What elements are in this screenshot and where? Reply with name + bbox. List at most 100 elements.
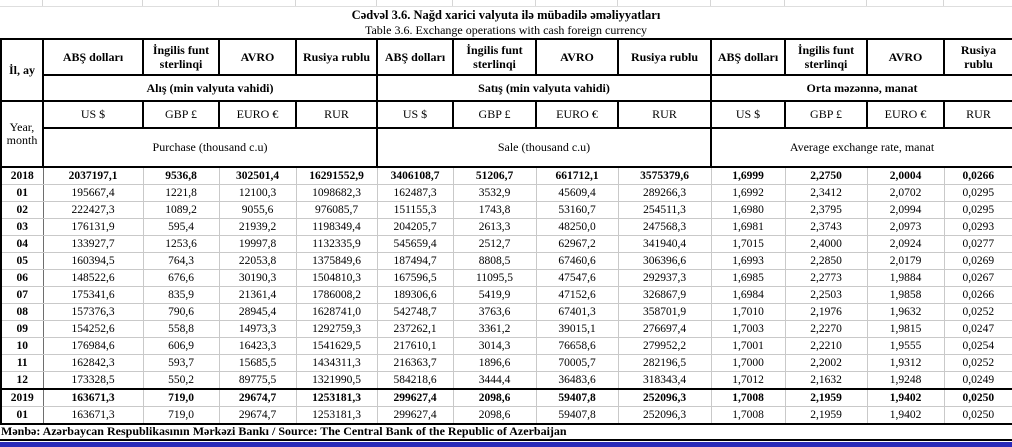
value-cell: 9055,6 — [218, 201, 297, 219]
col-header-eur-sale: AVRO — [535, 38, 619, 76]
code-gbp-purchase: GBP £ — [142, 100, 220, 129]
value-cell: 8808,5 — [452, 252, 537, 270]
row-label: 06 — [0, 269, 44, 287]
section-header-rate-az: Orta məzənnə, manat — [710, 74, 1012, 102]
value-cell: 0,0250 — [943, 406, 1012, 425]
value-cell: 1,7015 — [710, 235, 786, 253]
value-cell: 252096,3 — [617, 406, 712, 425]
col-header-usd-rate: ABŞ dolları — [710, 38, 786, 76]
value-cell: 1,6985 — [710, 269, 786, 287]
value-cell: 3532,9 — [452, 184, 537, 202]
table-row: 09 154252,6 558,8 14973,3 1292759,3 237262,1 3… — [0, 320, 1012, 338]
value-cell: 162487,3 — [376, 184, 454, 202]
table-header: İl, ay ABŞ dolları İngilis funt sterlinq… — [0, 38, 1012, 168]
value-cell: 0,0254 — [943, 337, 1012, 355]
section-header-purchase-az: Alış (min valyuta vahidi) — [42, 74, 378, 102]
section-header-purchase-en: Purchase (thousand c.u) — [42, 127, 378, 168]
value-cell: 176984,6 — [42, 337, 144, 355]
value-cell: 2,0179 — [866, 252, 945, 270]
value-cell: 606,9 — [142, 337, 220, 355]
row-label: 02 — [0, 201, 44, 219]
value-cell: 167596,5 — [376, 269, 454, 287]
value-cell: 12100,3 — [218, 184, 297, 202]
value-cell: 341940,4 — [617, 235, 712, 253]
value-cell: 0,0266 — [943, 286, 1012, 304]
value-cell: 1,7008 — [710, 406, 786, 425]
value-cell: 661712,1 — [535, 166, 619, 185]
value-cell: 2,0924 — [866, 235, 945, 253]
value-cell: 764,3 — [142, 252, 220, 270]
table-title-az: Cədvəl 3.6. Nağd xarici valyuta ilə müba… — [351, 8, 661, 22]
value-cell: 21939,2 — [218, 218, 297, 236]
value-cell: 1,7001 — [710, 337, 786, 355]
table-row: 07 175341,6 835,9 21361,4 1786008,2 189306,6 5… — [0, 286, 1012, 304]
spreadsheet-gridline-strip — [0, 0, 1012, 7]
value-cell: 47152,6 — [535, 286, 619, 304]
value-cell: 28945,4 — [218, 303, 297, 321]
value-cell: 53160,7 — [535, 201, 619, 219]
value-cell: 176131,9 — [42, 218, 144, 236]
row-label-header-az: İl, ay — [0, 38, 44, 102]
value-cell: 59407,8 — [535, 406, 619, 425]
header-row-currency-az: İl, ay ABŞ dolları İngilis funt sterlinq… — [0, 38, 1012, 102]
value-cell: 0,0247 — [943, 320, 1012, 338]
value-cell: 45609,4 — [535, 184, 619, 202]
table-row: 05 160394,5 764,3 22053,8 1375849,6 187494,7 8… — [0, 252, 1012, 270]
value-cell: 1,9248 — [866, 371, 945, 390]
value-cell: 67460,6 — [535, 252, 619, 270]
code-eur-sale: EURO € — [535, 100, 619, 129]
value-cell: 790,6 — [142, 303, 220, 321]
value-cell: 2613,3 — [452, 218, 537, 236]
value-cell: 29674,7 — [218, 388, 297, 407]
table-body: 2018 2037197,1 9536,8 302501,4 16291552,9 340… — [0, 166, 1012, 425]
value-cell: 1253181,3 — [295, 388, 378, 407]
code-gbp-rate: GBP £ — [784, 100, 868, 129]
header-row-section-az: Alış (min valyuta vahidi) Satış (min val… — [1, 74, 1012, 102]
value-cell: 1089,2 — [142, 201, 220, 219]
value-cell: 19997,8 — [218, 235, 297, 253]
code-rur-sale: RUR — [617, 100, 712, 129]
value-cell: 189306,6 — [376, 286, 454, 304]
col-header-rur-purchase: Rusiya rublu — [295, 38, 378, 76]
value-cell: 0,0266 — [943, 166, 1012, 185]
value-cell: 2,0994 — [866, 201, 945, 219]
section-header-sale-en: Sale (thousand c.u) — [376, 127, 712, 168]
value-cell: 1,6984 — [710, 286, 786, 304]
value-cell: 157376,3 — [42, 303, 144, 321]
code-usd-sale: US $ — [376, 100, 454, 129]
value-cell: 276697,4 — [617, 320, 712, 338]
value-cell: 29674,7 — [218, 406, 297, 425]
value-cell: 2,2270 — [784, 320, 868, 338]
row-label: 09 — [0, 320, 44, 338]
value-cell: 47547,6 — [535, 269, 619, 287]
table-row: 11 162842,3 593,7 15685,5 1434311,3 216363,7 1… — [0, 354, 1012, 372]
value-cell: 163671,3 — [42, 406, 144, 425]
value-cell: 2,2773 — [784, 269, 868, 287]
value-cell: 1896,6 — [452, 354, 537, 372]
col-header-usd-purchase: ABŞ dolları — [42, 38, 144, 76]
value-cell: 222427,3 — [42, 201, 144, 219]
value-cell: 1321990,5 — [295, 371, 378, 390]
value-cell: 2,3412 — [784, 184, 868, 202]
code-rur-rate: RUR — [943, 100, 1012, 129]
section-header-rate-en: Average exchange rate, manat — [710, 127, 1012, 168]
col-header-rur-rate: Rusiya rublu — [943, 38, 1012, 76]
value-cell: 204205,7 — [376, 218, 454, 236]
value-cell: 292937,3 — [617, 269, 712, 287]
value-cell: 1,9884 — [866, 269, 945, 287]
value-cell: 358701,9 — [617, 303, 712, 321]
value-cell: 1,7000 — [710, 354, 786, 372]
table-row: 02 222427,3 1089,2 9055,6 976085,7 151155,3 17… — [0, 201, 1012, 219]
value-cell: 0,0295 — [943, 184, 1012, 202]
row-label: 2018 — [0, 166, 44, 185]
value-cell: 1786008,2 — [295, 286, 378, 304]
code-usd-rate: US $ — [710, 100, 786, 129]
value-cell: 719,0 — [142, 388, 220, 407]
value-cell: 3444,4 — [452, 371, 537, 390]
value-cell: 151155,3 — [376, 201, 454, 219]
value-cell: 2,2210 — [784, 337, 868, 355]
code-rur-purchase: RUR — [295, 100, 378, 129]
row-label: 2019 — [0, 388, 44, 407]
source-note: Mənbə: Azərbaycan Respublikasının Mərkəz… — [0, 425, 1012, 441]
header-row-currency-codes: Year, month US $ GBP £ EURO € RUR US $ G… — [0, 100, 1012, 168]
